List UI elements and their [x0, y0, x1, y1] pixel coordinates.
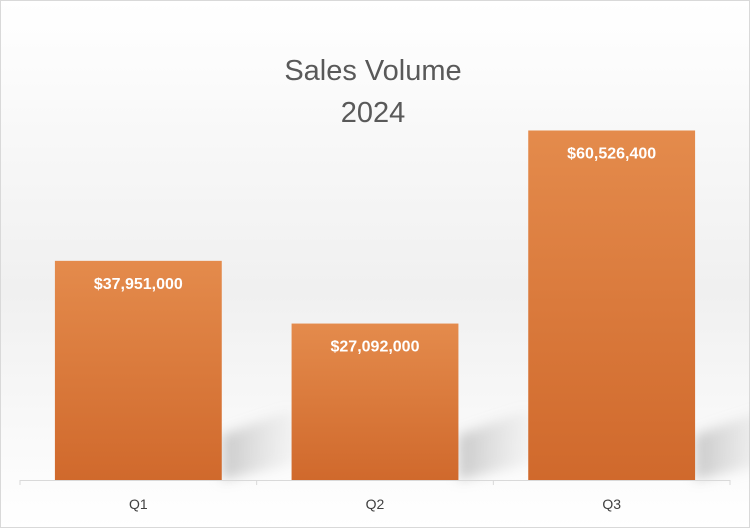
bars [54, 130, 696, 480]
data-label-q1: $37,951,000 [94, 276, 183, 293]
x-tick-label-q1: Q1 [129, 496, 148, 512]
x-tick-label-q3: Q3 [602, 496, 621, 512]
chart-subtitle: 2024 [341, 97, 406, 129]
data-label-q3: $60,526,400 [567, 145, 656, 162]
data-label-q2: $27,092,000 [331, 339, 420, 356]
x-axis-tick-marks [19, 480, 731, 485]
bar-shadow [221, 410, 312, 480]
bar-shadow [458, 410, 549, 480]
bar-q2 [291, 323, 459, 480]
bar-shadow [695, 415, 750, 480]
x-tick-label-q2: Q2 [366, 496, 385, 512]
bar-q3 [528, 130, 696, 480]
x-axis-tick-labels: Q1 Q2 Q3 [129, 496, 621, 512]
chart-title: Sales Volume [284, 55, 461, 87]
bar-shadows [221, 410, 750, 480]
bar-q1 [54, 260, 222, 480]
data-labels: $37,951,000 $27,092,000 $60,526,400 [94, 145, 656, 355]
